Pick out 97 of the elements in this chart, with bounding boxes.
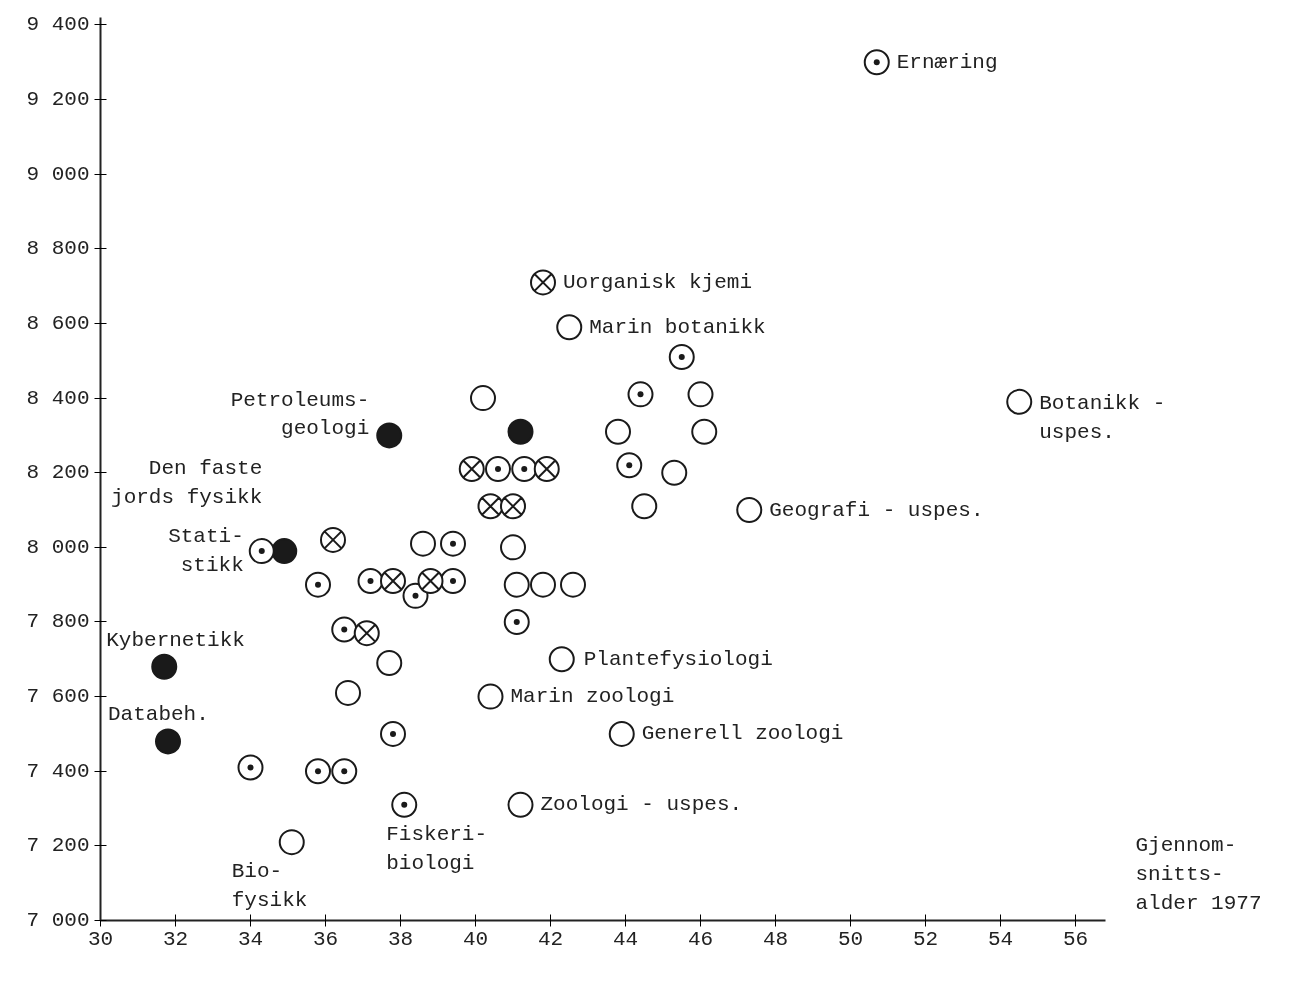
point bbox=[631, 493, 658, 520]
y-tick-label: 7 800 bbox=[26, 610, 90, 634]
point bbox=[627, 381, 654, 408]
point bbox=[863, 49, 890, 76]
annotation: Botanikk - uspes. bbox=[1039, 391, 1166, 444]
point bbox=[691, 418, 718, 445]
x-tick-label: 30 bbox=[87, 927, 114, 951]
annotation: Zoologi - uspes. bbox=[540, 793, 743, 817]
point bbox=[376, 650, 403, 677]
annotation: Uorganisk kjemi bbox=[563, 270, 753, 294]
annotation: Generell zoologi bbox=[641, 722, 844, 746]
point bbox=[458, 456, 485, 482]
point bbox=[1006, 388, 1033, 415]
point bbox=[353, 620, 380, 647]
point bbox=[668, 344, 695, 371]
point bbox=[661, 459, 688, 486]
point bbox=[556, 314, 583, 341]
annotation: Ernæring bbox=[896, 50, 998, 74]
point bbox=[237, 754, 264, 781]
point bbox=[560, 571, 586, 598]
x-tick-label: 42 bbox=[537, 927, 564, 951]
annotation: Den faste jords fysikk bbox=[111, 457, 263, 510]
x-tick-label: 56 bbox=[1062, 927, 1089, 951]
point bbox=[605, 418, 631, 445]
y-tick-label: 9 000 bbox=[26, 162, 90, 186]
point bbox=[503, 571, 530, 598]
y-tick-label: 8 600 bbox=[26, 311, 90, 335]
annotation: Petroleums- geologi bbox=[230, 388, 370, 441]
x-axis-title: Gjennom- snitts- alder 1977 bbox=[1135, 834, 1262, 915]
point bbox=[380, 720, 406, 747]
annotation: Marin botanikk bbox=[589, 315, 766, 339]
annotation: Stati- stikk bbox=[168, 525, 244, 577]
annotation: Fiskeri- biologi bbox=[386, 822, 488, 875]
x-tick-label: 54 bbox=[987, 927, 1014, 951]
annotation: Geografi - uspes. bbox=[769, 498, 984, 522]
y-tick-label: 8 200 bbox=[26, 461, 90, 485]
annotation: Kybernetikk bbox=[106, 628, 245, 652]
x-tick-label: 34 bbox=[237, 927, 264, 951]
x-tick-label: 32 bbox=[162, 927, 189, 951]
x-tick-label: 48 bbox=[762, 927, 789, 951]
x-tick-label: 50 bbox=[837, 927, 864, 951]
point bbox=[500, 493, 526, 520]
annotation: Marin zoologi bbox=[510, 685, 675, 709]
point bbox=[391, 791, 418, 818]
x-tick-label: 52 bbox=[912, 927, 939, 951]
point bbox=[530, 571, 556, 598]
point bbox=[736, 497, 763, 524]
point bbox=[533, 456, 560, 482]
y-tick-label: 7 400 bbox=[26, 759, 90, 783]
y-tick-label: 7 000 bbox=[26, 909, 90, 932]
annotation: Bio- fysikk bbox=[231, 860, 308, 912]
point bbox=[151, 653, 178, 680]
point bbox=[507, 791, 534, 818]
point bbox=[305, 571, 331, 598]
point bbox=[608, 720, 635, 747]
point bbox=[335, 679, 361, 706]
point bbox=[410, 530, 436, 557]
x-tick-label: 38 bbox=[387, 927, 414, 951]
annotation: Plantefysiologi bbox=[583, 647, 773, 671]
point bbox=[380, 567, 406, 594]
y-tick-label: 9 200 bbox=[26, 88, 90, 112]
point bbox=[507, 418, 534, 445]
y-tick-label: 7 600 bbox=[26, 685, 90, 709]
x-tick-label: 46 bbox=[687, 927, 714, 951]
point bbox=[402, 582, 429, 609]
y-tick-label: 8 400 bbox=[26, 386, 90, 410]
point bbox=[155, 728, 181, 755]
point bbox=[248, 538, 275, 565]
y-tick-label: 7 200 bbox=[26, 834, 90, 858]
x-tick-label: 40 bbox=[462, 927, 489, 951]
point bbox=[511, 456, 538, 482]
point bbox=[616, 452, 643, 479]
y-tick-label: 8 000 bbox=[26, 535, 90, 559]
point bbox=[530, 269, 556, 296]
y-tick-label: 9 400 bbox=[26, 13, 90, 37]
point bbox=[548, 646, 575, 673]
y-tick-label: 8 800 bbox=[26, 237, 90, 261]
point bbox=[503, 609, 530, 635]
point bbox=[271, 538, 298, 565]
point bbox=[331, 616, 358, 643]
point bbox=[470, 385, 496, 412]
point bbox=[305, 758, 331, 785]
point bbox=[331, 758, 358, 785]
point bbox=[500, 534, 526, 561]
point bbox=[417, 567, 444, 594]
point bbox=[357, 567, 384, 594]
point bbox=[376, 422, 403, 449]
point bbox=[320, 526, 346, 553]
point bbox=[485, 456, 511, 482]
point bbox=[687, 381, 714, 408]
annotation: Databeh. bbox=[108, 703, 209, 727]
point bbox=[477, 683, 504, 710]
x-tick-label: 36 bbox=[312, 927, 339, 951]
point bbox=[440, 567, 466, 594]
point bbox=[278, 829, 305, 856]
x-tick-label: 44 bbox=[612, 927, 639, 951]
point bbox=[440, 530, 466, 557]
